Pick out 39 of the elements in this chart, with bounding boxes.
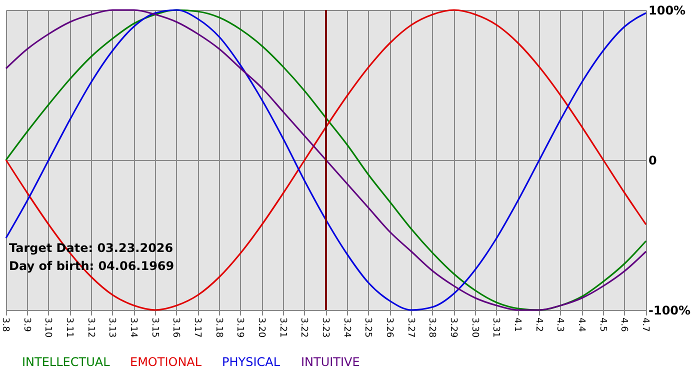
- text: INTUITIVE: [301, 355, 360, 369]
- x-tick-label: 3.17: [192, 318, 202, 338]
- x-tick-label: 3.11: [64, 318, 74, 338]
- x-tick-label: 3.13: [106, 318, 117, 338]
- x-tick-label: 3.12: [85, 318, 96, 338]
- x-tick-label: 3.10: [42, 318, 53, 338]
- x-tick-label: 4.5: [597, 318, 608, 332]
- x-tick-label: 3.22: [298, 318, 309, 338]
- x-tick-label: 3.20: [256, 318, 266, 338]
- x-tick-label: 3.30: [469, 318, 480, 338]
- x-tick-label: 3.27: [405, 318, 416, 338]
- x-tick-label: 4.2: [533, 318, 544, 332]
- x-tick-label: 4.4: [576, 318, 586, 332]
- x-tick-label: 3.21: [277, 318, 288, 338]
- x-tick-label: 4.6: [618, 318, 629, 332]
- x-tick-label: 3.16: [170, 318, 181, 338]
- text: INTELLECTUAL: [22, 355, 110, 369]
- x-tick-label: 3.25: [362, 318, 373, 338]
- x-tick-label: 4.1: [512, 318, 522, 332]
- y-tick-label: 0: [648, 154, 657, 168]
- line-series: [5, 9, 647, 311]
- x-tick-label: 3.28: [426, 318, 437, 338]
- y-tick-label: -100%: [648, 304, 691, 318]
- x-tick-label: 3.23: [320, 318, 330, 338]
- x-tick-label: 3.15: [149, 318, 160, 338]
- x-tick-label: 3.29: [448, 318, 458, 338]
- x-tick-label: 4.7: [640, 318, 650, 332]
- x-tick-label: 3.18: [213, 318, 224, 338]
- x-tick-label: 3.24: [341, 318, 352, 338]
- text: EMOTIONAL: [130, 355, 202, 369]
- y-tick-label: 100%: [648, 4, 686, 18]
- x-tick-label: 3.14: [128, 318, 138, 338]
- x-tick-label: 3.9: [21, 318, 32, 332]
- x-tick-label: 3.19: [234, 318, 245, 338]
- text: PHYSICAL: [222, 355, 280, 369]
- x-tick-label: 3.26: [384, 318, 394, 338]
- x-tick-label: 3.31: [490, 318, 501, 338]
- x-tick-label: 4.3: [554, 318, 565, 332]
- x-tick-label: 3.8: [0, 318, 10, 332]
